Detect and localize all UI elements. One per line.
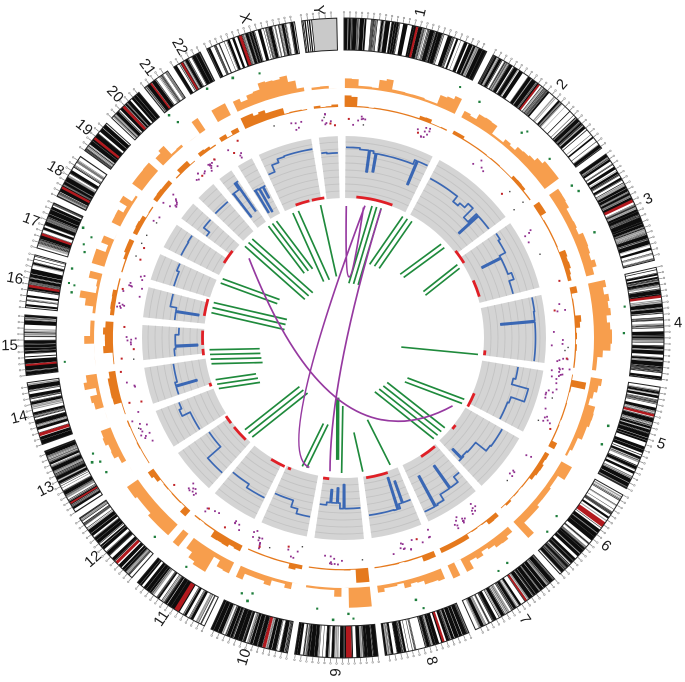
svg-text:Y: Y xyxy=(310,4,328,15)
svg-text:10: 10 xyxy=(234,647,255,668)
svg-text:22: 22 xyxy=(168,35,191,58)
svg-text:14: 14 xyxy=(9,407,29,427)
svg-text:9: 9 xyxy=(327,668,344,677)
svg-text:17: 17 xyxy=(20,209,42,231)
svg-text:19: 19 xyxy=(72,116,96,140)
svg-text:1: 1 xyxy=(411,6,429,18)
svg-text:18: 18 xyxy=(44,157,67,180)
svg-text:X: X xyxy=(236,11,255,26)
svg-text:15: 15 xyxy=(1,337,18,354)
svg-text:4: 4 xyxy=(674,314,683,331)
svg-text:21: 21 xyxy=(136,56,160,79)
svg-text:11: 11 xyxy=(150,607,173,629)
svg-text:13: 13 xyxy=(34,478,57,501)
svg-text:16: 16 xyxy=(5,269,24,289)
